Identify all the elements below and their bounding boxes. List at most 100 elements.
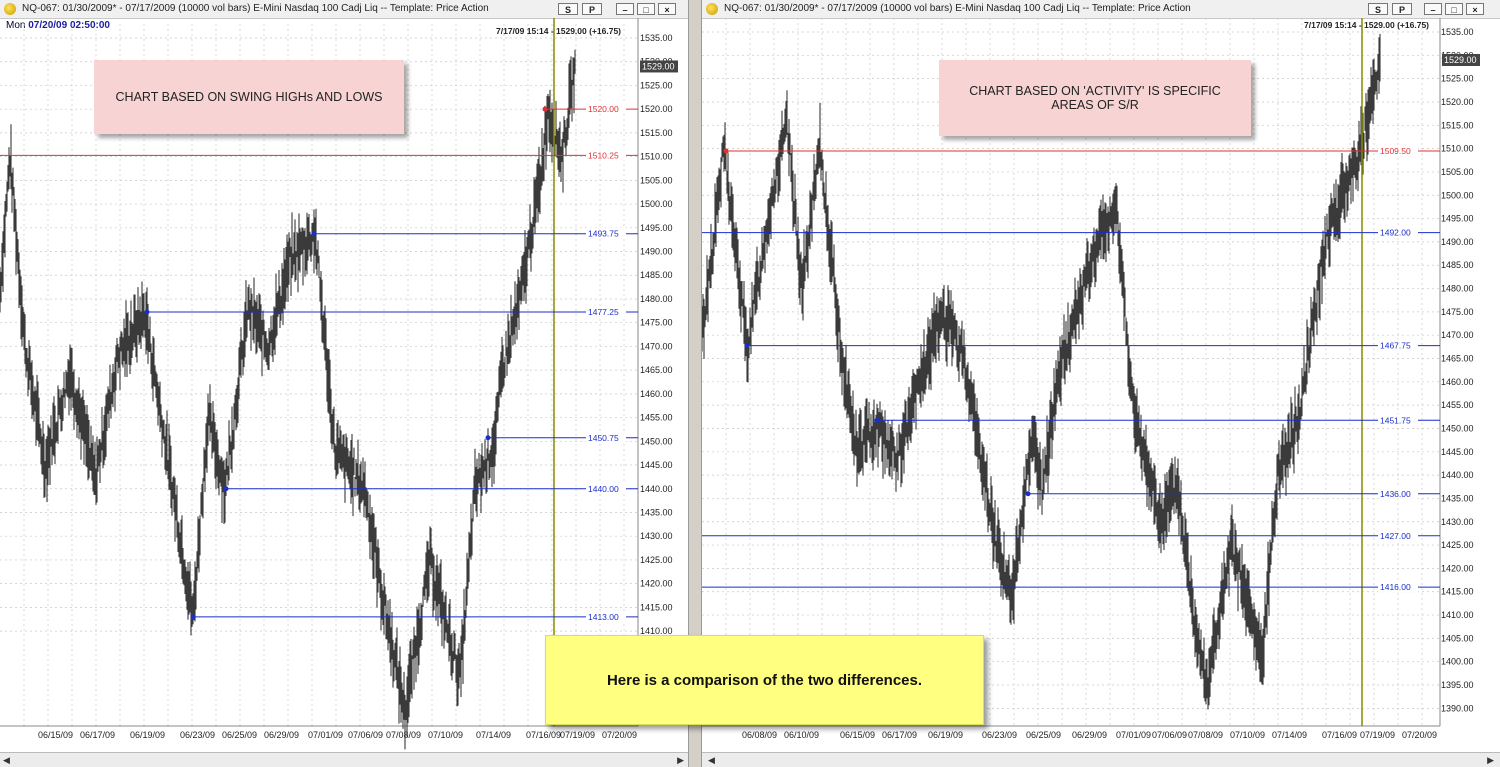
- price-tick-label: 1485.00: [1441, 260, 1474, 270]
- date-tick-label: 07/06/09: [1152, 730, 1187, 740]
- close-icon[interactable]: ×: [1466, 3, 1484, 15]
- datetime-value: 07/20/09 02:50:00: [28, 20, 110, 31]
- app-logo-icon: [4, 3, 16, 15]
- p-button[interactable]: P: [1392, 3, 1412, 15]
- left-chart-window[interactable]: NQ-067: 01/30/2009* - 07/17/2009 (10000 …: [0, 0, 688, 767]
- maximize-icon[interactable]: □: [1445, 3, 1463, 15]
- date-tick-label: 07/19/09: [560, 730, 595, 740]
- level-label-bg: [586, 103, 626, 115]
- left-title-bar[interactable]: NQ-067: 01/30/2009* - 07/17/2009 (10000 …: [0, 0, 688, 19]
- price-tick-label: 1465.00: [1441, 354, 1474, 364]
- price-tick-label: 1440.00: [640, 484, 673, 494]
- comparison-note: Here is a comparison of the two differen…: [545, 635, 984, 725]
- scroll-right-icon[interactable]: ▶: [1487, 755, 1494, 765]
- last-price-label: 1529.00: [1444, 55, 1477, 65]
- left-datetime: Mon 07/20/09 02:50:00: [6, 20, 110, 31]
- price-series: [0, 49, 576, 750]
- scroll-right-icon[interactable]: ▶: [677, 755, 684, 765]
- price-axis: 1535.001530.001525.001520.001515.001510.…: [1439, 18, 1480, 726]
- level-label: 1509.50: [1380, 146, 1411, 156]
- app-logo-icon: [706, 3, 718, 15]
- last-price-label: 1529.00: [642, 61, 675, 71]
- price-tick-label: 1515.00: [1441, 120, 1474, 130]
- price-tick-label: 1450.00: [1441, 423, 1474, 433]
- close-icon[interactable]: ×: [658, 3, 676, 15]
- level-anchor-dot: [190, 614, 196, 620]
- level-anchor-dot: [874, 417, 880, 423]
- minimize-icon[interactable]: –: [1424, 3, 1442, 15]
- level-anchor-dot: [311, 231, 317, 237]
- level-label: 1451.75: [1380, 415, 1411, 425]
- pane-splitter[interactable]: [688, 0, 702, 767]
- level-label-bg: [1378, 581, 1418, 593]
- price-tick-label: 1500.00: [1441, 190, 1474, 200]
- price-tick-label: 1475.00: [1441, 307, 1474, 317]
- grid: [702, 18, 1440, 726]
- level-label: 1493.75: [588, 229, 619, 239]
- price-tick-label: 1450.00: [640, 436, 673, 446]
- date-tick-label: 07/20/09: [1402, 730, 1437, 740]
- date-tick-label: 07/01/09: [1116, 730, 1151, 740]
- scroll-left-icon[interactable]: ◀: [708, 755, 715, 765]
- left-price-chart[interactable]: 1535.001530.001525.001520.001515.001510.…: [0, 18, 688, 753]
- date-tick-label: 07/14/09: [476, 730, 511, 740]
- cursor-readout: 7/17/09 15:14 - 1529.00 (+16.75): [1304, 20, 1429, 30]
- price-tick-label: 1475.00: [640, 318, 673, 328]
- price-tick-label: 1495.00: [1441, 214, 1474, 224]
- price-tick-label: 1395.00: [1441, 680, 1474, 690]
- price-tick-label: 1440.00: [1441, 470, 1474, 480]
- price-tick-label: 1430.00: [1441, 517, 1474, 527]
- price-tick-label: 1525.00: [1441, 74, 1474, 84]
- right-price-chart[interactable]: 1535.001530.001525.001520.001515.001510.…: [702, 18, 1500, 753]
- maximize-icon[interactable]: □: [637, 3, 655, 15]
- s-button[interactable]: S: [558, 3, 578, 15]
- left-window-title: NQ-067: 01/30/2009* - 07/17/2009 (10000 …: [22, 3, 489, 14]
- date-tick-label: 07/14/09: [1272, 730, 1307, 740]
- date-tick-label: 06/10/09: [784, 730, 819, 740]
- level-label-bg: [1378, 144, 1418, 156]
- price-tick-label: 1460.00: [640, 389, 673, 399]
- datetime-day: Mon: [6, 20, 26, 31]
- price-tick-label: 1485.00: [640, 270, 673, 280]
- level-label: 1450.75: [588, 433, 619, 443]
- level-label-bg: [1378, 414, 1418, 426]
- date-tick-label: 07/10/09: [428, 730, 463, 740]
- price-tick-label: 1400.00: [1441, 657, 1474, 667]
- date-tick-label: 06/17/09: [80, 730, 115, 740]
- price-tick-label: 1505.00: [1441, 167, 1474, 177]
- level-label-bg: [586, 227, 626, 239]
- price-bars: [0, 49, 576, 750]
- level-label-bg: [586, 306, 626, 318]
- right-horizontal-scrollbar[interactable]: ◀ ▶: [702, 752, 1500, 767]
- price-axis: 1535.001530.001525.001520.001515.001510.…: [637, 18, 678, 726]
- minimize-icon[interactable]: –: [616, 3, 634, 15]
- s-button[interactable]: S: [1368, 3, 1388, 15]
- date-tick-label: 07/08/09: [386, 730, 421, 740]
- level-label-bg: [586, 149, 626, 161]
- price-tick-label: 1405.00: [1441, 633, 1474, 643]
- level-label-bg: [1378, 339, 1418, 351]
- price-tick-label: 1445.00: [640, 460, 673, 470]
- left-horizontal-scrollbar[interactable]: ◀ ▶: [0, 752, 688, 767]
- price-tick-label: 1455.00: [1441, 400, 1474, 410]
- price-tick-label: 1500.00: [640, 199, 673, 209]
- price-tick-label: 1420.00: [1441, 563, 1474, 573]
- p-button[interactable]: P: [582, 3, 602, 15]
- level-label: 1416.00: [1380, 582, 1411, 592]
- level-label: 1520.00: [588, 104, 619, 114]
- last-price-badge: [640, 60, 678, 73]
- price-tick-label: 1425.00: [1441, 540, 1474, 550]
- level-anchor-dot: [744, 343, 750, 349]
- level-anchor-dot: [1025, 491, 1031, 497]
- price-tick-label: 1425.00: [640, 555, 673, 565]
- left-note-box: CHART BASED ON SWING HIGHs AND LOWS: [94, 60, 404, 134]
- level-label: 1440.00: [588, 484, 619, 494]
- level-label: 1427.00: [1380, 531, 1411, 541]
- date-tick-label: 06/15/09: [38, 730, 73, 740]
- right-title-bar[interactable]: NQ-067: 01/30/2009* - 07/17/2009 (10000 …: [702, 0, 1500, 19]
- price-tick-label: 1430.00: [640, 531, 673, 541]
- right-window-title: NQ-067: 01/30/2009* - 07/17/2009 (10000 …: [724, 3, 1191, 14]
- level-anchor-dot: [723, 148, 729, 154]
- scroll-left-icon[interactable]: ◀: [3, 755, 10, 765]
- level-label: 1492.00: [1380, 228, 1411, 238]
